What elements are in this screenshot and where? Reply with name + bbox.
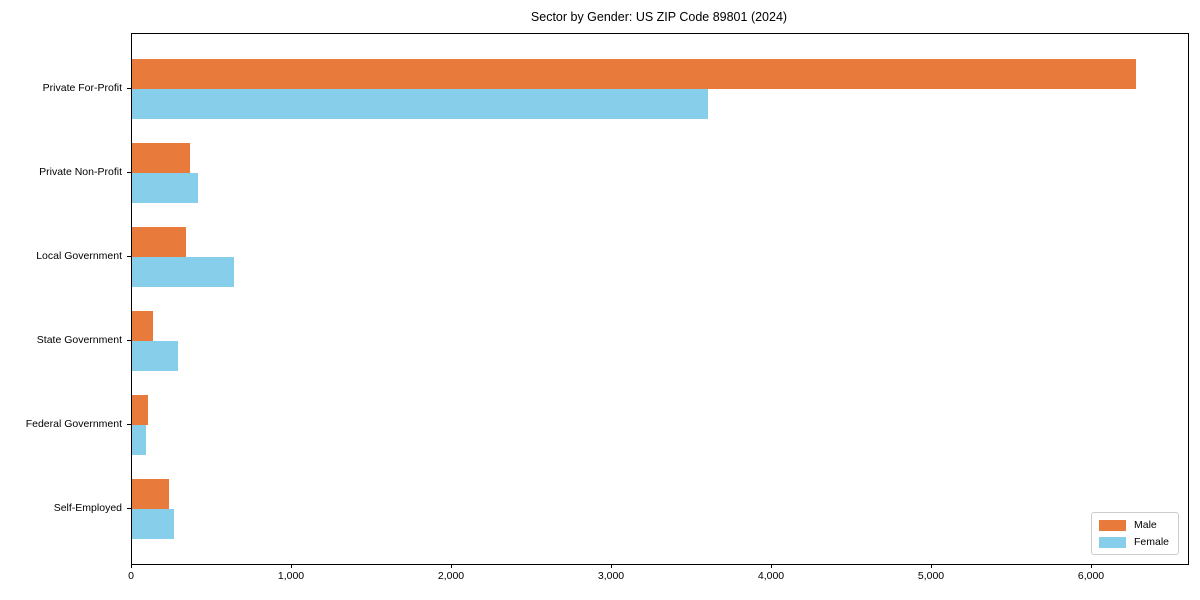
bar-female-self-employed [132, 509, 175, 539]
chart-title: Sector by Gender: US ZIP Code 89801 (202… [530, 10, 788, 24]
y-tick-mark [127, 172, 131, 173]
x-tick-label-0: 0 [128, 570, 134, 582]
bar-male-state-government [132, 311, 153, 341]
x-tick-mark [611, 564, 612, 568]
y-tick-mark [127, 424, 131, 425]
legend-swatch-male [1098, 519, 1126, 531]
legend-swatch-female [1098, 536, 1126, 548]
legend: Male Female [1090, 512, 1179, 555]
x-tick-label-6000: 6,000 [1077, 570, 1105, 582]
x-tick-mark [1091, 564, 1092, 568]
legend-label-female: Female [1133, 536, 1169, 548]
y-tick-mark [127, 88, 131, 89]
bar-male-private-for-profit [132, 59, 1136, 89]
x-tick-label-3000: 3,000 [597, 570, 625, 582]
y-tick-mark [127, 256, 131, 257]
bar-male-private-non-profit [132, 143, 191, 173]
legend-item-male: Male [1098, 519, 1169, 531]
bar-male-self-employed [132, 479, 169, 509]
bar-female-private-non-profit [132, 173, 198, 203]
x-tick-mark [771, 564, 772, 568]
bar-male-federal-government [132, 395, 148, 425]
x-tick-mark [131, 564, 132, 568]
bar-male-local-government [132, 227, 186, 257]
x-tick-label-2000: 2,000 [437, 570, 465, 582]
x-tick-label-4000: 4,000 [757, 570, 785, 582]
x-tick-label-5000: 5,000 [917, 570, 945, 582]
x-tick-mark [291, 564, 292, 568]
bar-female-federal-government [132, 425, 146, 455]
legend-label-male: Male [1133, 519, 1157, 531]
y-tick-label-self-employed: Self-Employed [53, 502, 122, 514]
y-tick-label-federal-government: Federal Government [25, 418, 122, 430]
plot-area: Male Female [131, 33, 1189, 565]
x-tick-label-1000: 1,000 [277, 570, 305, 582]
y-tick-label-private-for-profit: Private For-Profit [42, 82, 122, 94]
legend-item-female: Female [1098, 536, 1169, 548]
x-tick-mark [931, 564, 932, 568]
y-tick-label-local-government: Local Government [36, 250, 122, 262]
y-tick-mark [127, 508, 131, 509]
y-tick-mark [127, 340, 131, 341]
bar-female-private-for-profit [132, 89, 708, 119]
bar-female-state-government [132, 341, 178, 371]
bar-female-local-government [132, 257, 235, 287]
y-tick-label-state-government: State Government [36, 334, 122, 346]
y-tick-label-private-non-profit: Private Non-Profit [39, 166, 122, 178]
x-tick-mark [451, 564, 452, 568]
